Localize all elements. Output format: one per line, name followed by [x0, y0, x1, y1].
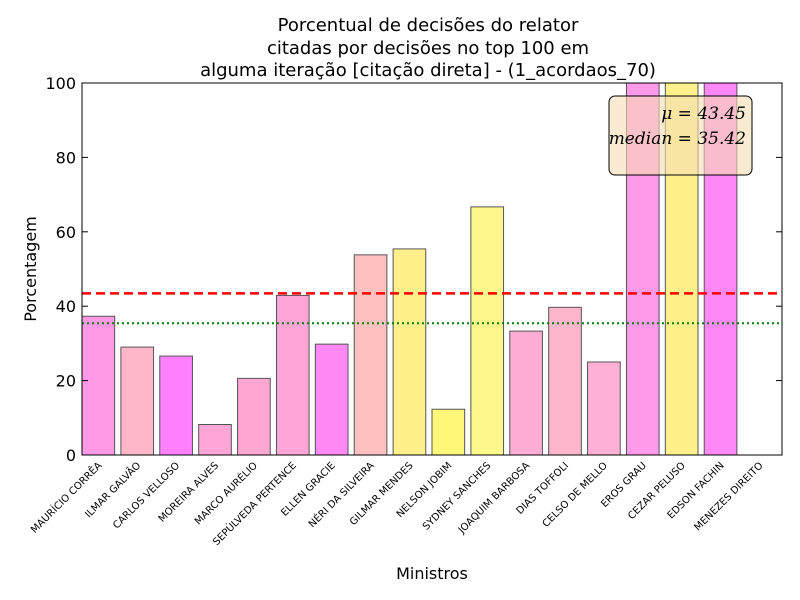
bar-10: [431, 408, 466, 456]
plot-area-frame: [81, 82, 783, 456]
y-axis-label: Porcentagem: [21, 216, 40, 322]
mean-annotation: μ = 43.45: [661, 104, 746, 124]
bar-8: [353, 254, 388, 456]
bar-14: [587, 361, 621, 456]
x-tick-label-3: CARLOS VELLOSO: [111, 460, 182, 531]
x-tick-label-1: MAURÍCIO CORRÊA: [28, 459, 105, 536]
y-tick-label-1: 0: [66, 446, 76, 465]
x-tick-label-14: CELSO DE MELLO: [541, 460, 610, 529]
y-tick-label-6: 100: [45, 74, 76, 93]
bar-1: [81, 315, 116, 456]
bar-2: [120, 346, 155, 456]
x-axis-label: Ministros: [396, 564, 468, 583]
y-tick-label-3: 40: [56, 297, 76, 316]
y-axis-ticks: 0 20 40 60 80 100: [45, 74, 782, 465]
bar-12: [509, 330, 543, 456]
bar-7: [314, 343, 349, 456]
x-tick-label-18: MENEZES DIREITO: [693, 460, 766, 533]
stats-box: [608, 95, 753, 176]
x-tick-label-12: JOAQUIM BARBOSA: [456, 460, 532, 536]
chart-title-line-3: alguma iteração [citação direta] - (1_ac…: [200, 60, 656, 81]
x-tick-label-11: SYDNEY SANCHES: [421, 460, 493, 532]
bar-5: [237, 377, 271, 456]
bar-3: [159, 355, 193, 456]
y-tick-label-4: 60: [56, 223, 76, 242]
stats-annotation-box: μ = 43.45 median = 35.42: [608, 95, 753, 176]
chart-title: Porcentual de decisões do relator citada…: [200, 15, 656, 81]
median-annotation: median = 35.42: [609, 129, 746, 149]
bar-9: [392, 248, 427, 456]
bar-6: [275, 294, 310, 456]
chart-title-line-1: Porcentual de decisões do relator: [278, 15, 579, 36]
bars-group: [81, 82, 738, 456]
chart-title-line-2: citadas por decisões no top 100 em: [267, 38, 589, 59]
bar-11: [470, 206, 505, 456]
bar-13: [548, 306, 582, 456]
bar-4: [198, 423, 232, 456]
y-tick-label-5: 80: [56, 148, 76, 167]
reference-lines: [82, 292, 782, 325]
y-tick-label-2: 20: [56, 372, 76, 391]
x-tick-label-8: NÉRI DA SILVEIRA: [305, 459, 376, 530]
